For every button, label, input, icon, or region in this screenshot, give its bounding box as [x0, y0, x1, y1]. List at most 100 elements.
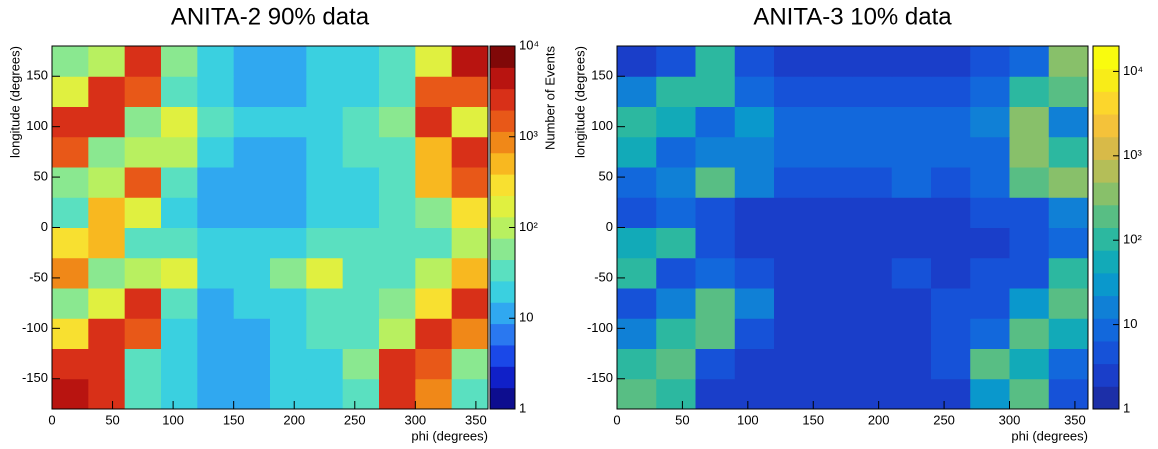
- heat-cell: [1009, 76, 1050, 107]
- colorbar-step: [490, 174, 515, 196]
- colorbar-step: [490, 323, 515, 346]
- x-tick-label: 300: [999, 412, 1021, 427]
- heat-cell: [617, 257, 657, 289]
- heat-cell: [379, 136, 416, 168]
- heat-cell: [813, 76, 853, 107]
- heat-cell: [342, 76, 380, 107]
- y-tick-label: -100: [587, 320, 613, 335]
- heat-cell: [124, 76, 162, 107]
- y-tick-label: 50: [34, 169, 48, 184]
- heat-cell: [88, 167, 126, 198]
- heat-cell: [970, 257, 1010, 289]
- z-axis-label: Number of Events: [542, 46, 557, 151]
- heat-cell: [734, 227, 775, 259]
- heat-cell: [415, 227, 453, 259]
- heat-cell: [161, 106, 198, 138]
- heat-cell: [734, 348, 775, 380]
- heat-cell: [306, 167, 344, 198]
- heat-cell: [891, 136, 932, 168]
- y-tick-label: 0: [41, 219, 48, 234]
- x-axis-label: phi (degrees): [411, 428, 488, 443]
- y-tick-label: -150: [587, 370, 613, 385]
- heat-cell: [451, 257, 489, 289]
- heat-cell: [342, 348, 380, 380]
- colorbar-step: [1093, 340, 1119, 365]
- heat-cell: [306, 106, 344, 138]
- heat-cell: [342, 288, 380, 319]
- heat-cell: [656, 227, 696, 259]
- heat-cell: [891, 378, 932, 410]
- heat-cell: [852, 46, 893, 77]
- heat-cell: [52, 348, 89, 380]
- heat-cell: [415, 106, 453, 138]
- heat-cell: [970, 76, 1010, 107]
- colorbar-step: [1093, 295, 1119, 319]
- heat-cell: [451, 318, 489, 349]
- x-tick-label: 100: [162, 412, 184, 427]
- heat-cell: [931, 227, 971, 259]
- heat-cell: [852, 378, 893, 410]
- heat-cell: [197, 167, 235, 198]
- colorbar-step: [490, 302, 515, 325]
- heat-cell: [852, 136, 893, 168]
- heat-cell: [891, 318, 932, 349]
- heat-cell: [852, 348, 893, 380]
- heat-cell: [734, 167, 775, 198]
- heat-cell: [379, 257, 416, 289]
- heat-cell: [970, 197, 1010, 228]
- heat-cell: [695, 257, 736, 289]
- heat-cell: [656, 318, 696, 349]
- heat-cell: [852, 318, 893, 349]
- colorbar-step: [1093, 46, 1119, 70]
- heat-cell: [695, 378, 736, 410]
- heat-cell: [617, 378, 657, 410]
- heat-cell: [52, 378, 89, 410]
- heat-cell: [161, 197, 198, 228]
- heat-cell: [52, 227, 89, 259]
- heat-cell: [88, 288, 126, 319]
- colorbar-step: [490, 110, 515, 132]
- colorbar-step: [1093, 363, 1119, 387]
- colorbar-step: [1093, 204, 1119, 228]
- heat-cell: [233, 76, 271, 107]
- heat-cell: [1009, 257, 1050, 289]
- heat-cell: [451, 46, 489, 77]
- heat-cell: [415, 197, 453, 228]
- heat-cell: [813, 227, 853, 259]
- heat-cell: [88, 378, 126, 410]
- heat-cell: [931, 348, 971, 380]
- heat-cell: [656, 288, 696, 319]
- heat-cell: [931, 197, 971, 228]
- heat-cell: [451, 227, 489, 259]
- heat-cell: [734, 136, 775, 168]
- heat-cell: [695, 46, 736, 77]
- heat-cell: [88, 46, 126, 77]
- heat-cell: [270, 76, 307, 107]
- heat-cell: [1009, 197, 1050, 228]
- heat-cell: [813, 136, 853, 168]
- heat-cell: [124, 227, 162, 259]
- heat-cell: [270, 378, 307, 410]
- heat-cell: [891, 227, 932, 259]
- heat-cell: [124, 257, 162, 289]
- heat-cell: [1048, 136, 1089, 168]
- z-tick-label: 10³: [1123, 147, 1142, 162]
- heat-cell: [124, 136, 162, 168]
- heat-cell: [1048, 378, 1089, 410]
- heat-cell: [197, 288, 235, 319]
- heat-cell: [88, 197, 126, 228]
- heat-cell: [379, 106, 416, 138]
- colorbar-step: [490, 131, 515, 154]
- heat-cell: [891, 106, 932, 138]
- heat-cell: [1009, 378, 1050, 410]
- colorbar-step: [490, 67, 515, 90]
- heat-cell: [161, 227, 198, 259]
- heat-cell: [970, 106, 1010, 138]
- heat-cell: [617, 227, 657, 259]
- x-tick-label: 300: [404, 412, 426, 427]
- heat-cell: [617, 76, 657, 107]
- heat-cell: [342, 167, 380, 198]
- heat-cell: [88, 227, 126, 259]
- heat-cell: [451, 348, 489, 380]
